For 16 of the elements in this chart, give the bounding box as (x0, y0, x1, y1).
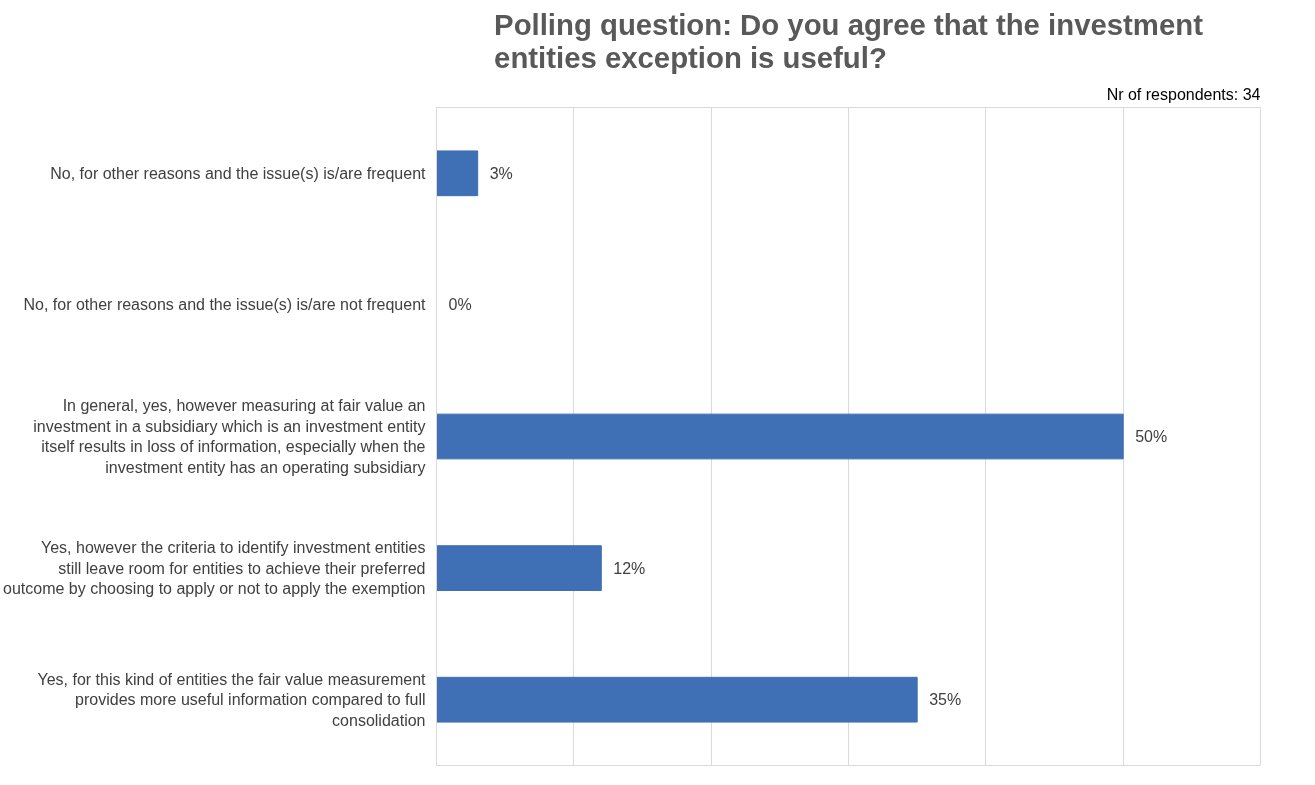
data-label: 3% (489, 164, 513, 182)
bar (436, 545, 602, 591)
text: Nr of respondents: 34 (1106, 85, 1261, 103)
bar (436, 676, 918, 723)
y-tick-label: Yes, however the criteria to identify investment entities still leave room for entities to achieve their preferred outcome by choosing to apply or not to apply the exemption (3, 539, 426, 597)
bar (436, 150, 479, 197)
data-label: 12% (613, 559, 646, 577)
y-tick-label: No, for other reasons and the issue(s) is/are frequent (50, 164, 427, 182)
data-label: 50% (1135, 428, 1168, 445)
chart-title: Polling question: Do you agree that the investment entities exception is useful? (494, 7, 1204, 74)
data-label: 35% (929, 691, 962, 709)
data-label: 0% (448, 296, 472, 314)
bar (436, 413, 1124, 460)
y-tick-label: No, for other reasons and the issue(s) is/are not frequent (23, 296, 427, 314)
y-tick-label: Yes, for this kind of entities the fair value measurement provides more useful information compared to full consolidation (37, 670, 427, 729)
y-tick-label: In general, yes, however measuring at fair value an investment in a subsidiary which is an investment entity itself results in loss of information, especially when the investment entity has an operating subsidiary (33, 397, 426, 476)
